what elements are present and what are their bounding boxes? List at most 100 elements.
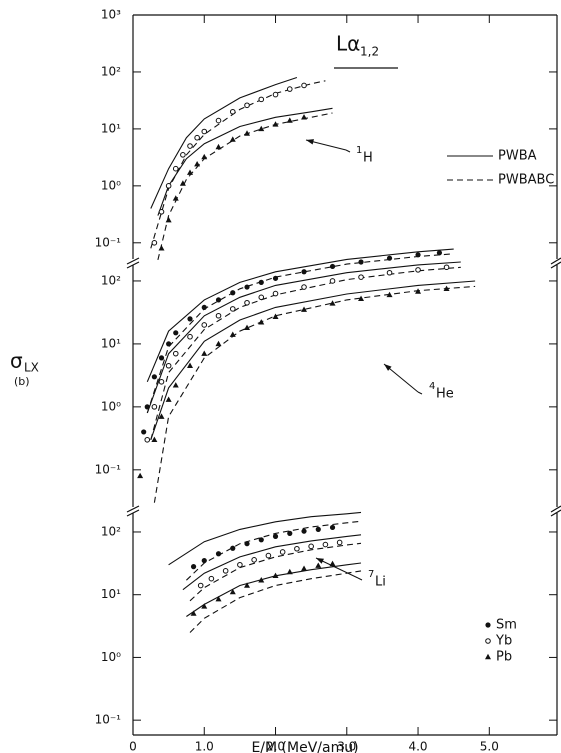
solid-curve bbox=[150, 76, 298, 209]
y-axis-unit: (b) bbox=[14, 375, 30, 388]
filled-circle-marker bbox=[415, 252, 421, 258]
triangle-marker bbox=[215, 340, 222, 347]
triangle-marker bbox=[172, 382, 179, 388]
open-circle-marker bbox=[443, 264, 450, 271]
triangle-marker bbox=[386, 291, 393, 298]
arrow-head bbox=[306, 139, 314, 145]
frame bbox=[126, 14, 561, 736]
open-circle-marker bbox=[165, 362, 172, 369]
open-circle-marker bbox=[215, 117, 222, 124]
open-circle-marker bbox=[308, 543, 314, 550]
open-circle-marker bbox=[187, 143, 193, 149]
open-circle-marker bbox=[194, 134, 200, 141]
open-circle-marker bbox=[329, 278, 336, 284]
y-tick-label: 10⁻¹ bbox=[95, 462, 122, 476]
legend-label: PWBA bbox=[498, 149, 537, 164]
y-tick-label: 10² bbox=[101, 524, 121, 538]
triangle-marker bbox=[286, 117, 293, 123]
dashed-curve bbox=[150, 80, 326, 249]
arrow-head bbox=[384, 364, 392, 371]
filled-circle-marker bbox=[230, 545, 236, 551]
annotation-mass: 4 bbox=[429, 381, 435, 392]
annotation-symbol: H bbox=[363, 151, 373, 166]
solid-curve bbox=[157, 107, 333, 216]
y-tick-label: 10⁰ bbox=[101, 650, 121, 664]
open-circle-marker bbox=[386, 269, 393, 276]
legend-marker bbox=[485, 622, 491, 628]
filled-circle-marker bbox=[201, 304, 207, 311]
open-circle-marker bbox=[272, 91, 279, 98]
annotation-symbol: He bbox=[436, 387, 454, 402]
triangle-marker bbox=[415, 288, 422, 294]
solid-curve bbox=[150, 280, 476, 440]
x-tick-label: 5.0 bbox=[480, 740, 499, 753]
chart-title-sub: 1,2 bbox=[360, 45, 379, 59]
triangle-marker bbox=[358, 295, 365, 302]
triangle-marker bbox=[201, 350, 208, 356]
open-circle-marker bbox=[251, 557, 257, 563]
open-circle-marker bbox=[151, 239, 158, 246]
y-tick-label: 10¹ bbox=[101, 336, 121, 350]
open-circle-marker bbox=[286, 86, 293, 92]
solid-curve bbox=[186, 562, 362, 617]
legend-label: Sm bbox=[496, 618, 517, 633]
dashed-curve bbox=[153, 285, 476, 503]
triangle-marker bbox=[215, 143, 222, 150]
open-circle-marker bbox=[222, 568, 229, 574]
y-tick-label: 10² bbox=[101, 64, 121, 78]
triangle-marker bbox=[301, 114, 308, 120]
filled-circle-marker bbox=[301, 528, 307, 534]
triangle-marker bbox=[272, 313, 279, 319]
open-circle-marker bbox=[172, 350, 179, 357]
triangle-marker bbox=[151, 436, 158, 442]
triangle-marker bbox=[244, 582, 251, 588]
y-tick-label: 10⁻¹ bbox=[95, 235, 122, 249]
open-circle-marker bbox=[172, 165, 179, 172]
filled-circle-marker bbox=[358, 259, 364, 265]
triangle-marker bbox=[244, 130, 251, 136]
triangle-marker bbox=[229, 331, 236, 337]
triangle-marker bbox=[258, 577, 265, 583]
triangle-marker bbox=[272, 121, 279, 127]
legend-label: Pb bbox=[496, 650, 512, 665]
filled-circle-marker bbox=[166, 341, 172, 347]
filled-circle-marker bbox=[144, 404, 150, 410]
legend-label: PWBABC bbox=[498, 173, 554, 188]
annotation-symbol: Li bbox=[375, 575, 386, 590]
dashed-curve bbox=[189, 542, 362, 602]
y-axis-label: σ bbox=[10, 349, 23, 373]
open-circle-marker bbox=[201, 322, 208, 328]
triangle-marker bbox=[229, 136, 236, 142]
dashed-curve bbox=[146, 253, 454, 414]
annotation-mass: 7 bbox=[368, 569, 374, 580]
annotation-leader bbox=[417, 391, 423, 395]
filled-circle-marker bbox=[201, 557, 207, 564]
open-circle-marker bbox=[151, 404, 158, 410]
open-circle-marker bbox=[237, 561, 243, 568]
arrow-head bbox=[316, 558, 324, 564]
open-circle-marker bbox=[244, 299, 250, 306]
solid-curve bbox=[168, 511, 362, 566]
open-circle-marker bbox=[201, 128, 208, 135]
triangle-marker bbox=[443, 285, 450, 292]
triangle-marker bbox=[329, 300, 336, 306]
open-circle-marker bbox=[279, 549, 286, 555]
y-tick-label: 10³ bbox=[101, 8, 121, 22]
triangle-marker bbox=[244, 324, 251, 331]
filled-circle-marker bbox=[301, 269, 307, 275]
x-tick-label: 1.0 bbox=[195, 740, 214, 753]
y-tick-label: 10⁰ bbox=[101, 178, 121, 192]
open-circle-marker bbox=[229, 306, 236, 312]
triangle-marker bbox=[315, 562, 322, 568]
x-tick-label: 4.0 bbox=[408, 740, 427, 753]
filled-circle-marker bbox=[187, 316, 193, 322]
filled-circle-marker bbox=[436, 250, 443, 256]
open-circle-marker bbox=[322, 541, 329, 548]
triangle-marker bbox=[137, 472, 144, 479]
open-circle-marker bbox=[258, 294, 265, 301]
annotation-mass: 1 bbox=[356, 145, 362, 156]
open-circle-marker bbox=[301, 284, 307, 290]
filled-circle-marker bbox=[244, 284, 250, 290]
open-circle-marker bbox=[244, 102, 250, 109]
